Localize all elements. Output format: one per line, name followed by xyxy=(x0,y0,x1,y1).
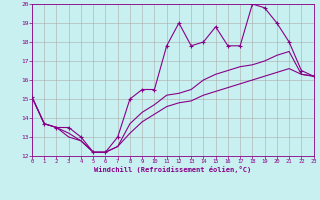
X-axis label: Windchill (Refroidissement éolien,°C): Windchill (Refroidissement éolien,°C) xyxy=(94,166,252,173)
